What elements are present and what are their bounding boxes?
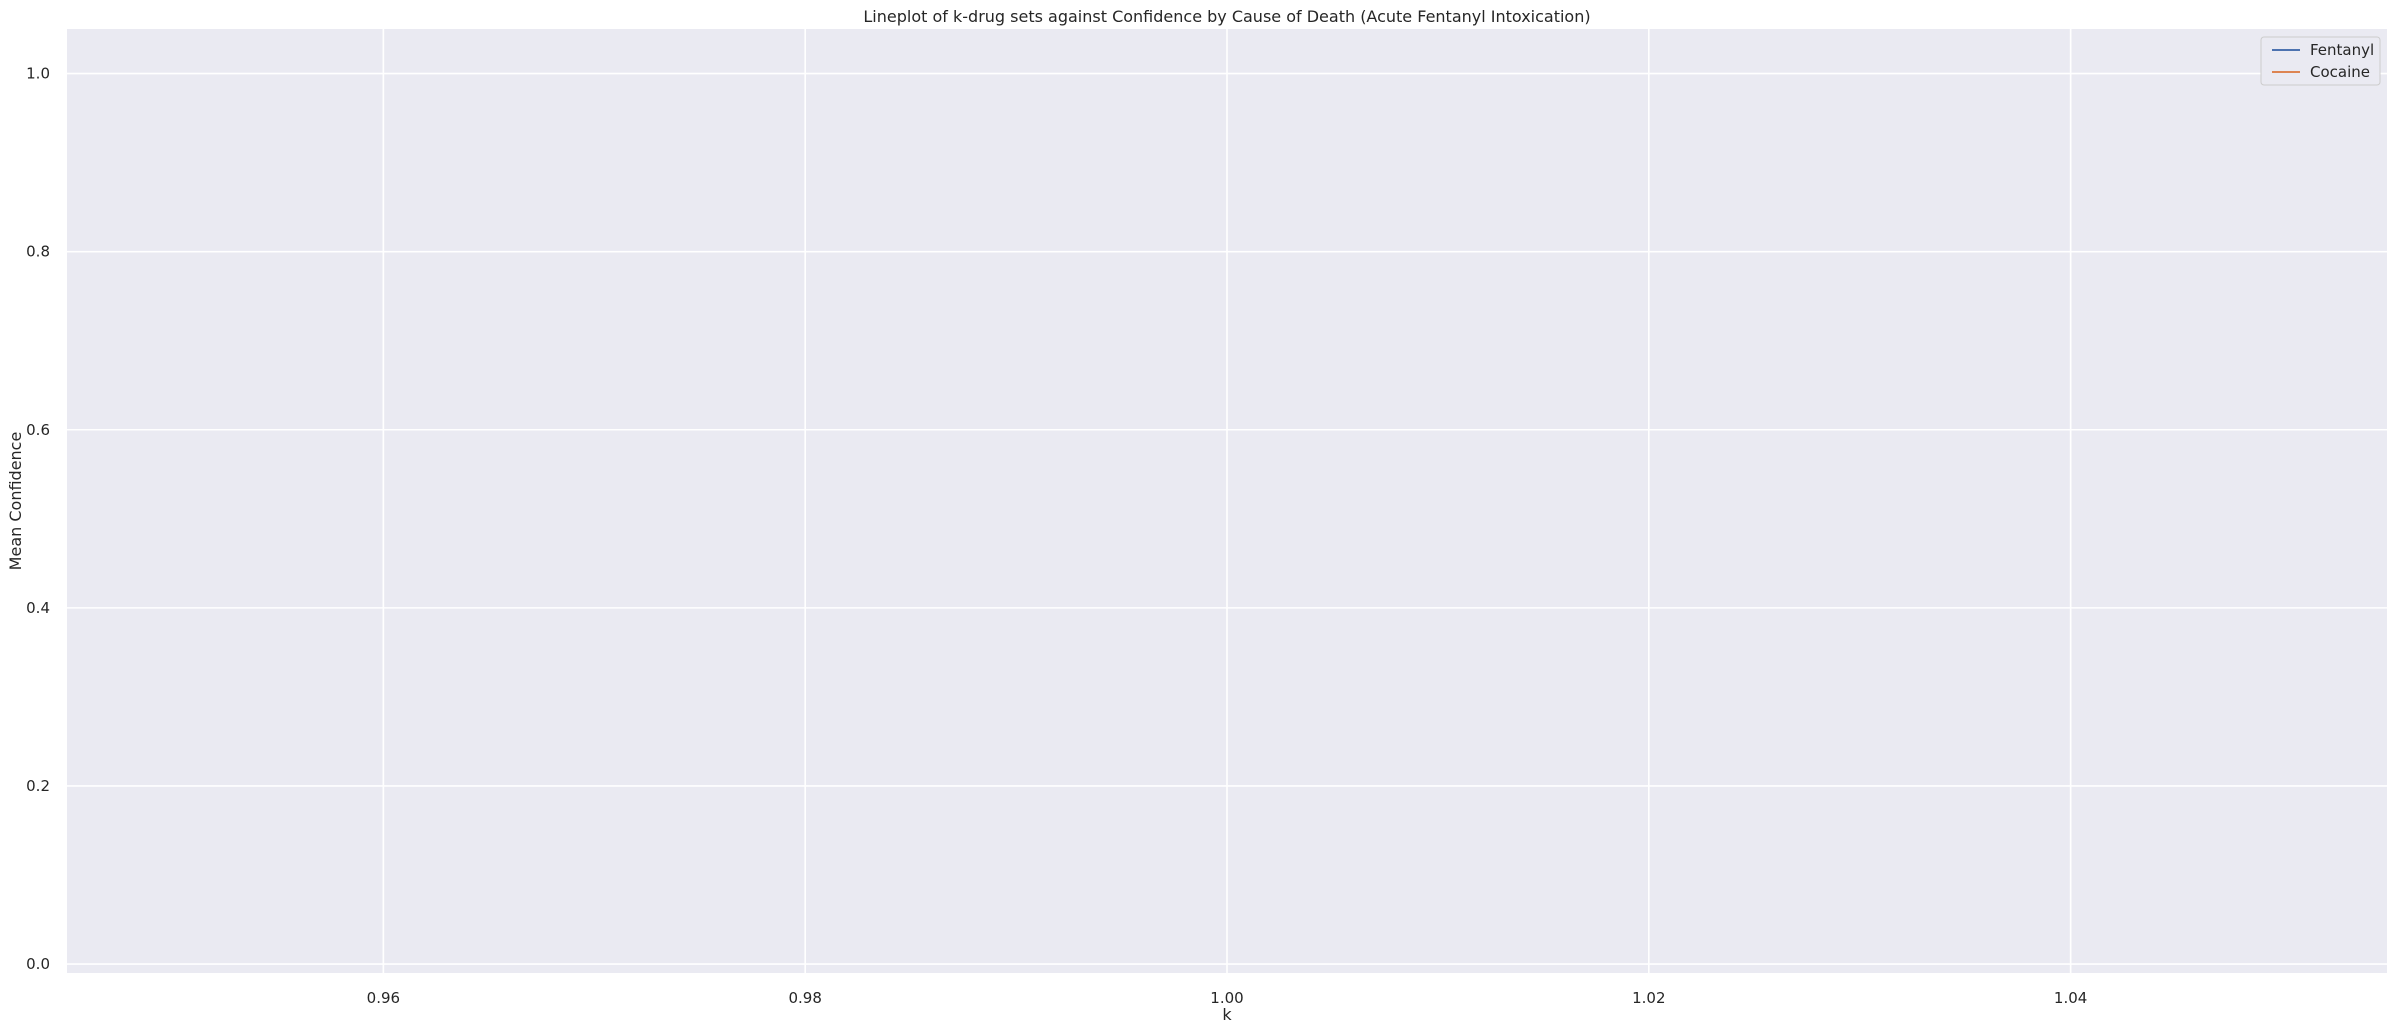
grid bbox=[67, 29, 2387, 973]
y-tick-label: 1.0 bbox=[26, 65, 50, 83]
x-tick-label: 0.98 bbox=[788, 989, 821, 1007]
x-tick-label: 0.96 bbox=[367, 989, 400, 1007]
y-tick-label: 0.0 bbox=[26, 955, 50, 973]
y-tick-label: 0.8 bbox=[26, 243, 50, 261]
y-tick-label: 0.6 bbox=[26, 421, 50, 439]
legend-label: Cocaine bbox=[2310, 63, 2370, 81]
x-tick-label: 1.04 bbox=[2054, 989, 2087, 1007]
x-tick-label: 1.02 bbox=[1632, 989, 1665, 1007]
x-tick-labels: 0.96 0.98 1.00 1.02 1.04 bbox=[367, 989, 2088, 1007]
legend-label: Fentanyl bbox=[2310, 41, 2374, 59]
chart-title: Lineplot of k-drug sets against Confiden… bbox=[863, 7, 1590, 26]
y-tick-label: 0.2 bbox=[26, 777, 50, 795]
x-tick-label: 1.00 bbox=[1210, 989, 1243, 1007]
x-axis-label: k bbox=[1222, 1005, 1232, 1024]
y-tick-label: 0.4 bbox=[26, 599, 50, 617]
legend: Fentanyl Cocaine bbox=[2260, 36, 2381, 86]
y-axis-label: Mean Confidence bbox=[6, 432, 25, 571]
y-tick-labels: 0.0 0.2 0.4 0.6 0.8 1.0 bbox=[26, 65, 50, 974]
